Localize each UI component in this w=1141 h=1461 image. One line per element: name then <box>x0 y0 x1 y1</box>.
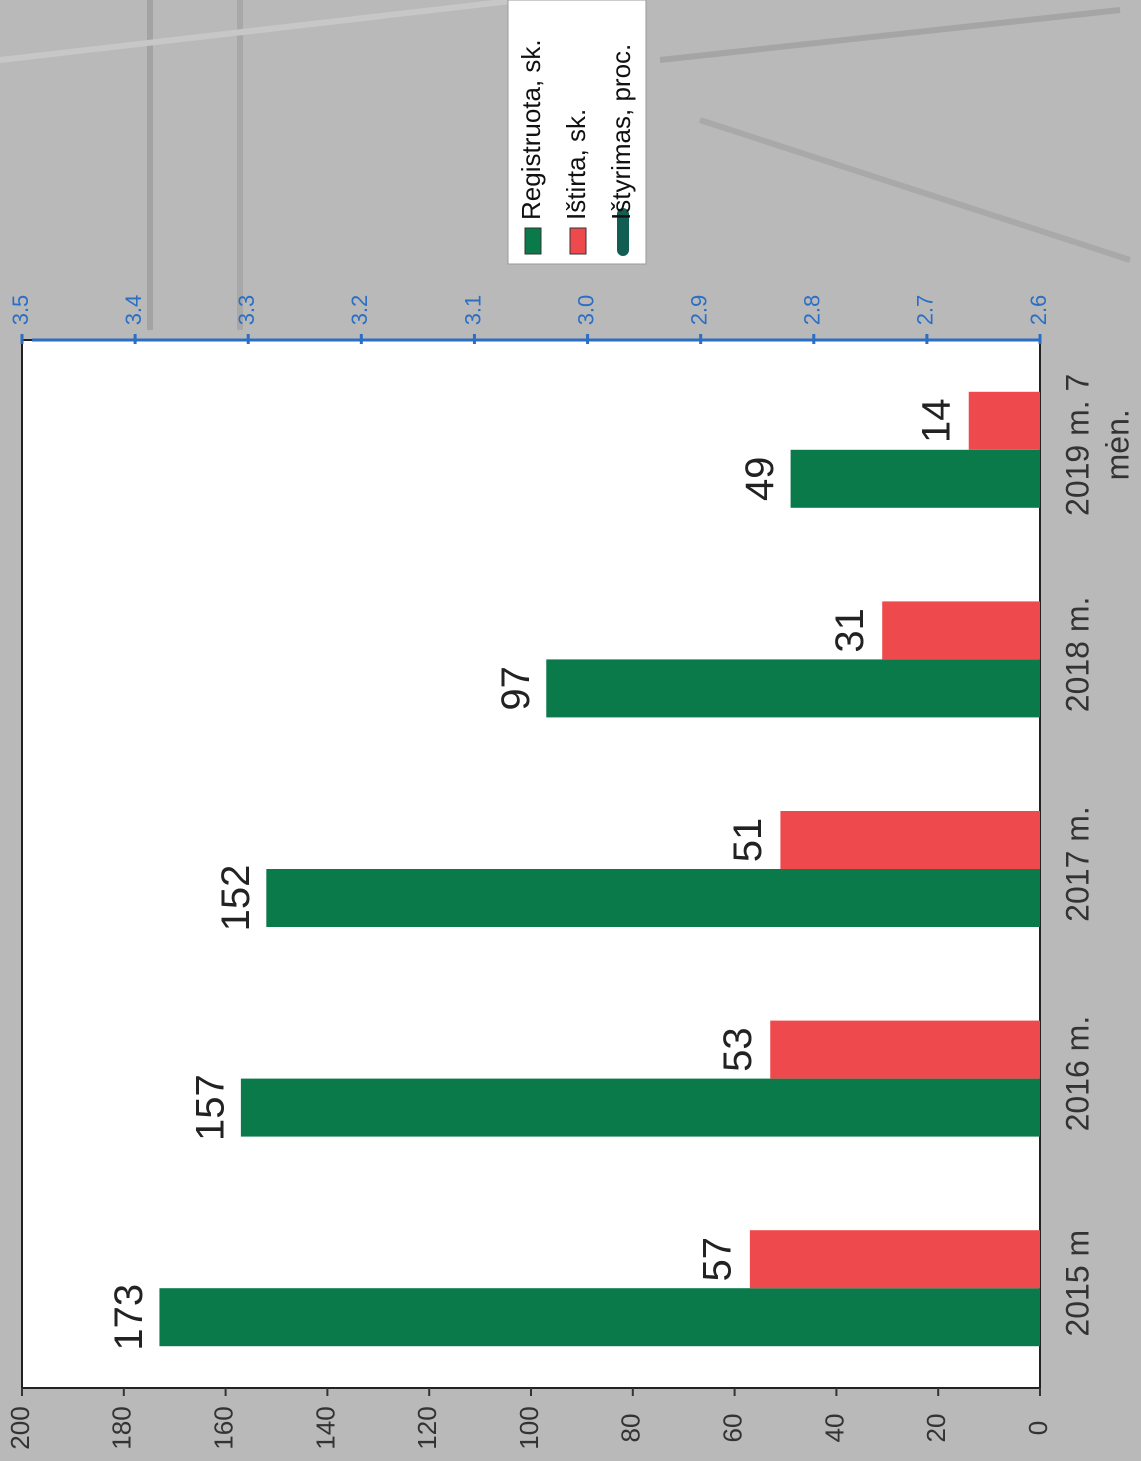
left-axis-tick-label: 180 <box>107 1406 137 1449</box>
data-label-istirta: 14 <box>914 399 958 444</box>
background-watermark <box>0 0 1131 330</box>
category-label: 2017 m. <box>1059 806 1095 922</box>
right-axis-tick-label: 3.3 <box>234 295 259 326</box>
right-axis-tick-label: 3.1 <box>460 295 485 326</box>
right-axis-tick-label: 3.5 <box>8 295 33 326</box>
data-label-istirta: 57 <box>695 1237 739 1282</box>
right-axis-tick-label: 3.2 <box>347 295 372 326</box>
data-label-registruota: 173 <box>107 1284 151 1351</box>
right-axis-tick-label: 2.9 <box>686 295 711 326</box>
right-axis-tick-label: 3.0 <box>573 295 598 326</box>
category-axis: 2015 m 2016 m. 2017 m. 2018 m. 2019 m. 7 mėn. <box>1059 374 1135 1337</box>
bar-registruota <box>790 449 1040 508</box>
bar-istirta <box>770 1020 1040 1079</box>
right-axis-tick-label: 3.4 <box>121 295 146 326</box>
legend-label: Registruota, sk. <box>516 39 546 220</box>
data-label-istirta: 53 <box>716 1027 760 1072</box>
data-label-registruota: 157 <box>188 1074 232 1141</box>
bar-registruota <box>266 869 1040 927</box>
data-label-registruota: 152 <box>214 865 258 932</box>
right-axis-tick-label: 2.8 <box>800 295 825 326</box>
legend-swatch-registruota <box>524 227 542 255</box>
category-label: 2016 m. <box>1059 1016 1095 1132</box>
bars-layer <box>159 391 1040 1347</box>
watermark-line <box>0 0 521 63</box>
left-axis-tick-label: 100 <box>514 1406 544 1449</box>
left-axis-tick-label: 40 <box>819 1414 849 1443</box>
category-label: mėn. <box>1099 409 1135 480</box>
left-axis-tick-label: 160 <box>208 1406 238 1449</box>
bar-registruota <box>240 1078 1040 1137</box>
legend: Registruota, sk. Ištirta, sk. Ištyrimas, p… <box>507 0 647 265</box>
data-label-registruota: 97 <box>494 666 538 711</box>
category-label: 2018 m. <box>1059 597 1095 713</box>
data-label-istirta: 51 <box>726 818 770 863</box>
left-axis-tick-label: 60 <box>717 1414 747 1443</box>
data-label-istirta: 31 <box>828 608 872 653</box>
right-axis: 2.6 2.7 2.8 2.9 3.0 3.1 3.2 3.3 3.4 3.5 <box>8 295 1051 344</box>
watermark-line <box>659 7 1121 63</box>
legend-label: Ištyrimas, proc. <box>606 44 636 220</box>
bar-istirta <box>882 601 1040 660</box>
right-axis-tick-label: 2.7 <box>913 295 938 326</box>
bar-registruota <box>546 659 1040 718</box>
left-axis-tick-label: 120 <box>412 1406 442 1449</box>
category-label: 2015 m <box>1059 1230 1095 1337</box>
legend-label: Ištirta, sk. <box>561 109 591 220</box>
left-axis-tick-label: 20 <box>921 1414 951 1443</box>
left-axis-tick-label: 200 <box>5 1406 35 1449</box>
bar-istirta <box>780 811 1040 869</box>
category-label: 2019 m. 7 <box>1059 374 1095 516</box>
data-label-registruota: 49 <box>738 457 782 502</box>
data-labels-layer: 1735715753152519731491432,933,833,63228,… <box>107 399 958 1351</box>
left-axis-tick-label: 140 <box>310 1406 340 1449</box>
left-axis: 0 20 40 60 80 100 120 140 160 180 200 <box>5 1388 1053 1450</box>
bar-istirta <box>968 391 1040 450</box>
watermark-line <box>699 117 1131 263</box>
bar-registruota <box>159 1288 1040 1347</box>
left-axis-tick-label: 0 <box>1023 1421 1053 1435</box>
bar-istirta <box>749 1230 1040 1289</box>
left-axis-tick-label: 80 <box>616 1414 646 1443</box>
legend-swatch-istirta <box>569 227 587 255</box>
right-axis-tick-label: 2.6 <box>1026 295 1051 326</box>
